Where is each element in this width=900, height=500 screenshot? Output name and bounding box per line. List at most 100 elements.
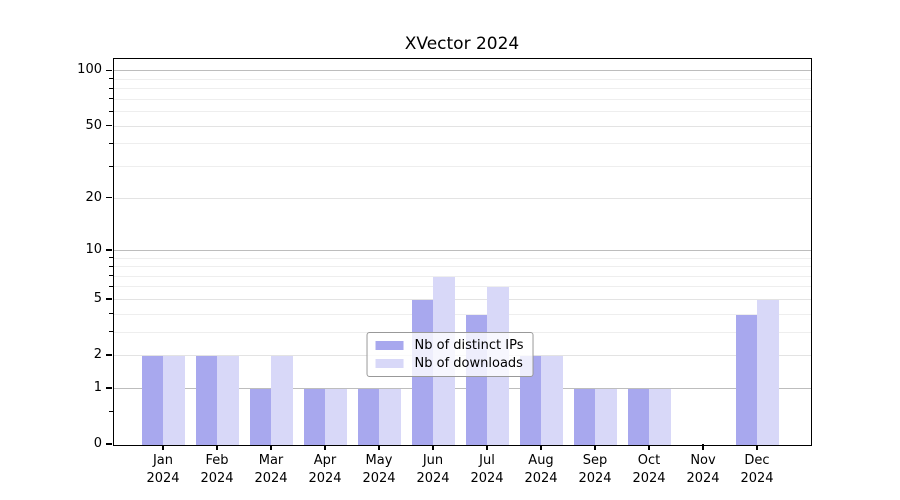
x-tick — [540, 444, 542, 450]
y-minor-tick — [109, 87, 113, 89]
x-tick — [324, 444, 326, 450]
y-tick-label: 100 — [77, 62, 102, 78]
x-tick-label-line: 2024 — [686, 471, 720, 486]
y-minor-tick — [109, 110, 113, 112]
x-tick-label-line: 2024 — [254, 471, 288, 486]
y-tick — [106, 196, 112, 199]
y-tick — [106, 443, 112, 445]
x-tick-label-line: 2024 — [524, 471, 558, 486]
y-minor-tick — [109, 257, 113, 259]
y-minor-tick — [109, 78, 113, 80]
minor-gridline — [114, 166, 811, 167]
minor-gridline — [114, 275, 811, 277]
y-tick-label: 10 — [85, 241, 102, 257]
bar-distinct-ips — [627, 388, 649, 445]
x-tick-label-line: Nov — [690, 453, 716, 468]
bar-downloads — [541, 356, 563, 445]
minor-gridline — [114, 78, 811, 80]
x-tick-label-line: Mar — [258, 453, 284, 468]
x-tick — [378, 444, 380, 450]
legend-item: Nb of downloads — [375, 356, 524, 371]
gridline — [114, 197, 811, 199]
x-tick — [432, 444, 434, 450]
bar-downloads — [757, 299, 779, 445]
x-tick — [486, 444, 488, 450]
x-tick-label-line: Jun — [422, 453, 444, 468]
legend-swatch — [375, 359, 404, 368]
minor-gridline — [114, 286, 811, 288]
x-tick-label-line: 2024 — [200, 471, 234, 486]
x-tick-label-line: Jan — [152, 453, 174, 468]
minor-gridline — [114, 98, 811, 100]
major-gridline — [114, 70, 811, 72]
bar-downloads — [271, 356, 293, 445]
x-tick-label: Mar 2024 — [239, 452, 303, 488]
x-tick-label-line: 2024 — [308, 471, 342, 486]
bar-distinct-ips — [141, 356, 163, 445]
gridline — [114, 298, 811, 300]
x-tick-label-line: 2024 — [416, 471, 450, 486]
x-tick-label: Dec 2024 — [725, 452, 789, 488]
minor-gridline — [114, 257, 811, 259]
y-tick-label: 0 — [93, 436, 102, 451]
y-minor-tick — [109, 165, 113, 167]
bar-distinct-ips — [249, 388, 271, 445]
x-tick-label-line: Jul — [479, 453, 495, 468]
x-tick-label: Aug 2024 — [509, 452, 573, 488]
y-tick — [106, 298, 112, 300]
x-tick-label-line: 2024 — [470, 471, 504, 486]
bar-distinct-ips — [519, 356, 541, 445]
x-tick-label: Jul 2024 — [455, 452, 519, 488]
x-tick-label-line: Sep — [582, 453, 608, 468]
x-tick-label: Nov 2024 — [671, 452, 735, 488]
x-tick-label: Jan 2024 — [131, 452, 195, 488]
bar-distinct-ips — [735, 314, 757, 445]
y-minor-tick — [109, 285, 113, 287]
plot-area: 0 1 2 5 10 20 50 100 Jan 2024 Feb 2024 Mar 2024 Apr 202… — [77, 58, 812, 486]
minor-gridline — [114, 111, 811, 113]
y-tick — [106, 69, 112, 72]
x-tick-label: Feb 2024 — [185, 452, 249, 488]
x-tick — [594, 444, 596, 450]
x-tick-label-line: Feb — [205, 453, 229, 468]
y-minor-tick — [109, 275, 113, 277]
y-tick — [106, 124, 112, 127]
y-tick-label: 1 — [93, 379, 102, 395]
bar-distinct-ips — [357, 388, 379, 445]
x-tick-label: Sep 2024 — [563, 452, 627, 488]
y-tick — [106, 387, 112, 389]
legend-label: Nb of distinct IPs — [414, 338, 524, 353]
bar-downloads — [217, 356, 239, 445]
x-tick-label: May 2024 — [347, 452, 411, 488]
x-tick — [216, 444, 218, 450]
minor-gridline — [114, 88, 811, 90]
y-tick-label: 20 — [85, 189, 102, 205]
y-minor-tick — [109, 98, 113, 100]
legend-swatch — [375, 341, 404, 350]
x-tick — [162, 444, 164, 450]
minor-gridline — [114, 266, 811, 268]
x-tick-label-line: Aug — [528, 453, 554, 468]
x-tick — [756, 444, 758, 450]
legend: Nb of distinct IPs Nb of downloads — [366, 332, 534, 377]
y-minor-tick — [109, 313, 113, 315]
x-tick-label-line: 2024 — [578, 471, 612, 486]
y-tick-label: 2 — [93, 347, 102, 363]
chart-title: XVector 2024 — [404, 34, 520, 54]
x-tick-label-line: Dec — [744, 453, 770, 468]
x-tick — [270, 444, 272, 450]
legend-item: Nb of distinct IPs — [375, 338, 524, 353]
major-gridline — [114, 249, 811, 251]
legend-label: Nb of downloads — [414, 356, 523, 371]
gridline — [114, 125, 811, 127]
x-tick-label-line: 2024 — [632, 471, 666, 486]
major-gridline — [114, 387, 811, 389]
bar-downloads — [379, 388, 401, 445]
bar-downloads — [163, 356, 185, 445]
minor-gridline — [114, 313, 811, 315]
x-tick-label-line: 2024 — [146, 471, 180, 486]
y-tick — [106, 354, 112, 356]
x-tick-label: Oct 2024 — [617, 452, 681, 488]
y-minor-tick — [109, 410, 113, 412]
bar-distinct-ips — [573, 388, 595, 445]
